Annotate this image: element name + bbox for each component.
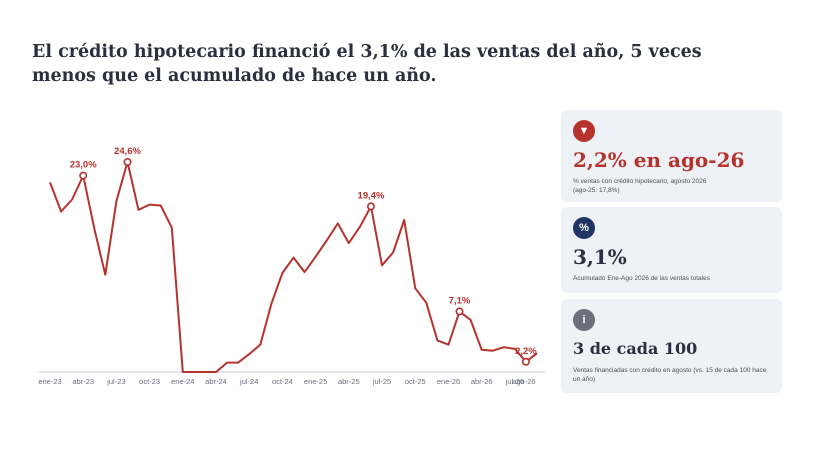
data-label: 2,2%	[515, 346, 537, 357]
x-tick-label: abr-23	[72, 377, 94, 386]
series-line	[49, 161, 538, 373]
highlight-point	[123, 157, 132, 166]
card-value: 3,1%	[573, 245, 627, 269]
x-tick-label: oct-25	[405, 377, 426, 386]
chart-title: El crédito hipotecario financió el 3,1% …	[32, 42, 702, 86]
card-note-line: % ventas con crédito hipotecario, agosto…	[573, 178, 707, 185]
x-tick-label: oct-24	[272, 377, 293, 386]
x-tick-label: jul-26	[505, 377, 524, 386]
x-tick-label: jul-23	[106, 377, 125, 386]
data-label: 24,6%	[114, 146, 141, 157]
card-note: Acumulado Ene-Ago 2026 de las ventas tot…	[573, 275, 710, 282]
card-note-line: (ago-25: 17,8%)	[573, 187, 620, 194]
data-label: 23,0%	[70, 160, 97, 171]
card-accumulated: % 3,1% Acumulado Ene-Ago 2026 de las ven…	[561, 207, 782, 293]
card-ratio: i 3 de cada 100 Ventas financiadas con c…	[561, 299, 782, 393]
line-chart: ene-23 abr-23 jul-23 oct-23 ene-24 abr-24 jul-…	[38, 146, 545, 386]
x-tick-label: ene-25	[304, 377, 327, 386]
card-value: 3 de cada 100	[573, 339, 698, 358]
x-tick-label: abr-26	[471, 377, 493, 386]
highlight-point	[79, 171, 88, 180]
data-label: 7,1%	[449, 295, 471, 306]
x-tick-label: jul-25	[372, 377, 391, 386]
card-value: 2,2% en ago-26	[573, 148, 745, 172]
highlight-point	[455, 307, 464, 316]
x-tick-label: ago-26	[512, 377, 535, 386]
card-note: Ventas financiadas con crédito en agosto…	[573, 367, 767, 383]
info-icon: i	[573, 309, 595, 331]
x-tick-label: ene-24	[171, 377, 194, 386]
x-tick-label: abr-25	[338, 377, 360, 386]
down-arrow-icon: ▼	[573, 120, 595, 142]
x-tick-label: abr-24	[205, 377, 227, 386]
x-tick-label: jul-24	[239, 377, 258, 386]
highlight-point	[521, 357, 530, 366]
x-tick-label: oct-23	[139, 377, 160, 386]
data-label: 19,4%	[358, 190, 385, 201]
card-latest-share: ▼ 2,2% en ago-26 % ventas con crédito hi…	[561, 110, 782, 202]
percent-icon: %	[573, 217, 595, 239]
x-tick-label: ene-23	[38, 377, 61, 386]
highlight-point	[366, 202, 375, 211]
x-tick-label: ene-26	[437, 377, 460, 386]
card-note: % ventas con crédito hipotecario, agosto…	[573, 177, 770, 195]
